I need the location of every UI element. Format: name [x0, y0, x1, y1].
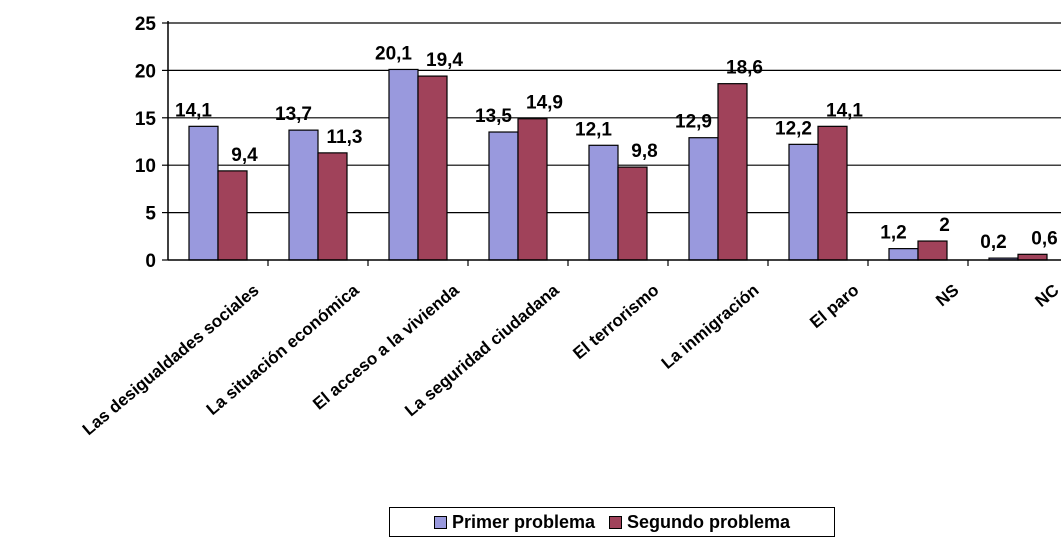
- data-label: 0,2: [980, 232, 1006, 253]
- legend-swatch-segundo: [609, 515, 623, 529]
- bars: [188, 68, 1048, 261]
- bar-segundo: [817, 125, 848, 261]
- category-label: NC: [1032, 281, 1061, 311]
- y-tick-label: 5: [145, 204, 156, 225]
- bar-primer: [488, 131, 519, 261]
- bar-segundo: [717, 83, 748, 261]
- data-label: 19,4: [426, 50, 463, 71]
- bar-segundo: [917, 240, 948, 261]
- data-label: 12,1: [575, 119, 612, 140]
- data-label: 12,2: [775, 118, 812, 139]
- data-label: 1,2: [880, 223, 906, 244]
- bar-segundo: [617, 166, 648, 261]
- category-label: NS: [932, 281, 962, 311]
- bar-segundo: [517, 118, 548, 261]
- y-tick-label: 15: [135, 109, 157, 130]
- bar-primer: [388, 68, 419, 261]
- data-label: 13,5: [475, 106, 512, 127]
- category-label: Las desigualdades sociales: [79, 281, 263, 440]
- bar-segundo: [217, 170, 248, 261]
- data-label: 14,1: [175, 100, 212, 121]
- data-label: 9,4: [231, 145, 258, 166]
- y-tick-label: 10: [135, 156, 156, 177]
- legend-label-segundo: Segundo problema: [627, 511, 791, 532]
- legend-item-segundo: Segundo problema: [609, 512, 790, 533]
- y-axis-ticks: 0 5 10 15 20 25: [135, 14, 168, 272]
- y-tick-label: 20: [135, 61, 156, 82]
- legend-swatch-primer: [433, 515, 447, 529]
- data-label: 13,7: [275, 104, 312, 125]
- bar-segundo: [1017, 253, 1048, 261]
- bar-primer: [588, 144, 619, 261]
- category-label: El terrorismo: [569, 281, 662, 364]
- y-tick-label: 0: [145, 251, 156, 272]
- data-label: 14,9: [526, 93, 563, 114]
- bar-primer: [688, 137, 719, 261]
- legend-label-primer: Primer problema: [451, 511, 596, 532]
- bar-primer: [788, 143, 819, 261]
- category-label: La inmigración: [658, 281, 763, 373]
- data-label: 14,1: [826, 100, 863, 121]
- data-label: 12,9: [675, 112, 712, 133]
- bar-primer: [888, 248, 919, 261]
- bar-primer: [288, 129, 319, 261]
- data-label: 0,6: [1031, 228, 1057, 249]
- category-label: El paro: [806, 281, 862, 333]
- y-tick-label: 25: [135, 14, 157, 35]
- bar-segundo: [317, 152, 348, 261]
- data-labels: 14,1 9,4 13,7 11,3 20,1 19,4 13,5 14,9 12,1 9,8 12…: [175, 43, 1058, 253]
- data-label: 2: [939, 215, 950, 236]
- data-label: 9,8: [631, 141, 657, 162]
- legend: Primer problema Segundo problema: [389, 507, 835, 537]
- legend-item-primer: Primer problema: [433, 511, 596, 533]
- data-label: 20,1: [375, 43, 412, 64]
- bar-segundo: [417, 75, 448, 261]
- bar-primer: [188, 125, 219, 261]
- data-label: 11,3: [327, 127, 363, 148]
- data-label: 18,6: [726, 58, 763, 79]
